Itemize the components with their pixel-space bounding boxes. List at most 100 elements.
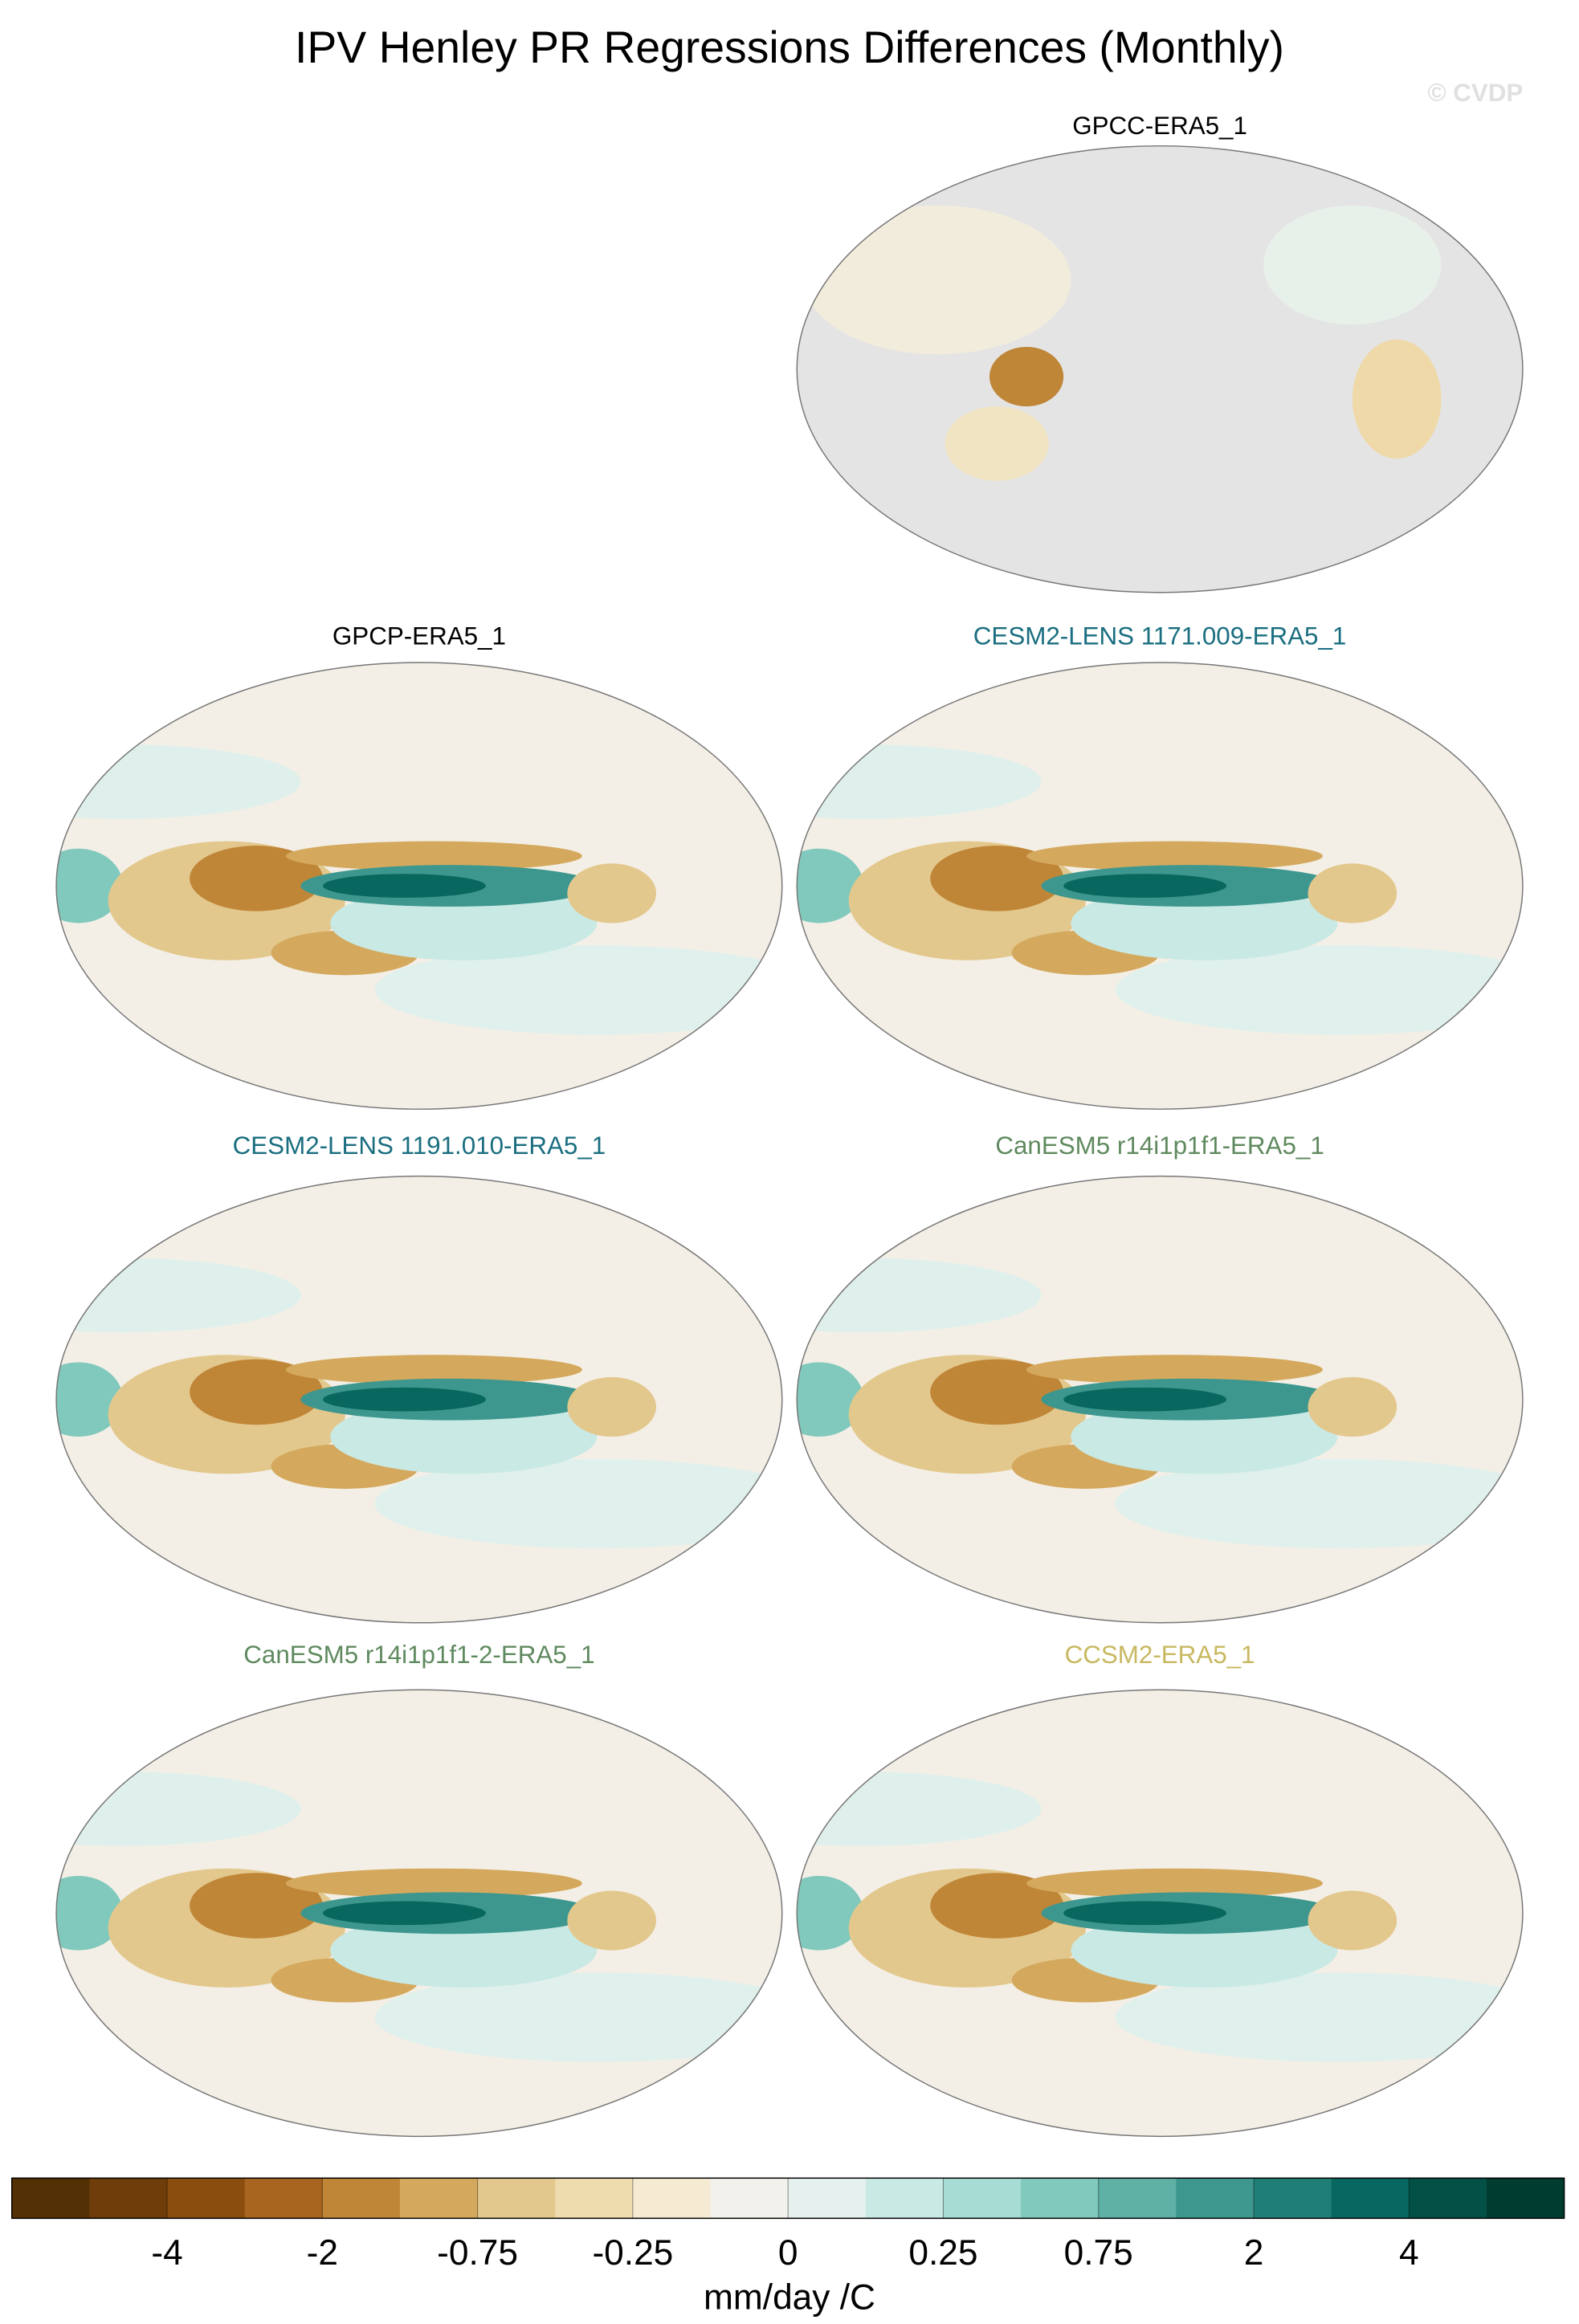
colorbar-tick-label: 0.25 (908, 2233, 977, 2273)
anomaly (374, 1972, 782, 2062)
colorbar-swatch (865, 2178, 944, 2219)
anomaly (56, 1772, 301, 1846)
panel-title: CanESM5 r14i1p1f1-2-ERA5_1 (243, 1641, 594, 1669)
map-panel (797, 663, 1523, 1110)
anomaly (323, 1901, 486, 1926)
colorbar-swatch (555, 2178, 634, 2219)
map-outline (796, 145, 1524, 593)
anomaly (190, 846, 324, 911)
colorbar-swatch (1409, 2178, 1487, 2219)
colorbar-swatch (89, 2178, 168, 2219)
anomaly (56, 1875, 124, 1951)
anomaly (1026, 1355, 1323, 1385)
colorbar-tick-label: -2 (307, 2233, 338, 2273)
anomaly (374, 945, 782, 1035)
panel-title: GPCC-ERA5_1 (1072, 112, 1247, 140)
anomaly (567, 1890, 657, 1951)
anomaly (190, 1873, 324, 1939)
anomaly (797, 1258, 1042, 1333)
map-outline (55, 1689, 783, 2138)
colorbar-swatch (322, 2178, 401, 2219)
map-outline (55, 662, 783, 1110)
anomaly (56, 848, 124, 923)
colorbar-tick-label: 2 (1244, 2233, 1264, 2273)
land (945, 406, 1049, 481)
anomaly (56, 744, 301, 819)
anomaly (1026, 1868, 1323, 1898)
anomaly (285, 1868, 582, 1898)
anomaly (1026, 841, 1323, 871)
map-panel (797, 1176, 1523, 1623)
anomaly (323, 874, 486, 898)
colorbar-swatch (1021, 2178, 1100, 2219)
anomaly (930, 846, 1064, 911)
map-panel (56, 663, 782, 1110)
anomaly (797, 848, 864, 923)
colorbar-swatch (1331, 2178, 1410, 2219)
land (1352, 339, 1442, 459)
colorbar-swatch (167, 2178, 246, 2219)
land (804, 205, 1071, 355)
anomaly (56, 1258, 301, 1333)
anomaly (285, 841, 582, 871)
colorbar-swatch (477, 2178, 556, 2219)
map-outline (55, 1175, 783, 1624)
panel-title: CCSM2-ERA5_1 (1065, 1641, 1255, 1669)
anomaly (797, 1362, 864, 1437)
anomaly (374, 1458, 782, 1549)
anomaly (1063, 874, 1227, 898)
map-panel (56, 1690, 782, 2137)
colorbar-tick-label: -0.25 (592, 2233, 673, 2273)
anomaly (567, 863, 657, 923)
anomaly (190, 1359, 324, 1425)
map-outline (796, 1689, 1524, 2138)
colorbar-tick-label: -0.75 (437, 2233, 518, 2273)
colorbar-swatch (710, 2178, 789, 2219)
anomaly (1308, 1890, 1397, 1951)
anomaly (1308, 863, 1397, 923)
anomaly (567, 1376, 657, 1437)
anomaly (1115, 1972, 1523, 2062)
map-panel (797, 1690, 1523, 2137)
copyright: © CVDP (1427, 79, 1523, 107)
colorbar-swatch (399, 2178, 479, 2219)
panel-title: CESM2-LENS 1191.010-ERA5_1 (233, 1131, 606, 1160)
colorbar-tick-label: 4 (1399, 2233, 1419, 2273)
colorbar-frame (11, 2177, 1565, 2220)
map-panel (56, 1176, 782, 1623)
anomaly (56, 1362, 124, 1437)
anomaly (1115, 945, 1523, 1035)
colorbar-swatch (1176, 2178, 1255, 2219)
colorbar-tick-label: 0.75 (1064, 2233, 1133, 2273)
colorbar-tick-label: 0 (778, 2233, 798, 2273)
anomaly (797, 744, 1042, 819)
colorbar-swatch (1253, 2178, 1332, 2219)
panel-title: CESM2-LENS 1171.009-ERA5_1 (973, 622, 1347, 650)
anomaly (797, 1875, 864, 1951)
colorbar-swatch (11, 2178, 90, 2219)
anomaly (1063, 1901, 1227, 1926)
panel-title: CanESM5 r14i1p1f1-ERA5_1 (995, 1131, 1324, 1160)
anomaly (285, 1355, 582, 1385)
map-outline (796, 1175, 1524, 1624)
anomaly (1063, 1387, 1227, 1412)
colorbar-swatch (632, 2178, 712, 2219)
panel-title: GPCP-ERA5_1 (333, 622, 506, 650)
colorbar-swatch (244, 2178, 323, 2219)
colorbar-swatch (1486, 2178, 1565, 2219)
colorbar-tick-label: -4 (151, 2233, 182, 2273)
anomaly (323, 1387, 486, 1412)
anomaly (930, 1359, 1064, 1425)
colorbar-swatch (788, 2178, 867, 2219)
map-panel (797, 145, 1523, 593)
map-outline (796, 662, 1524, 1110)
land (1263, 205, 1442, 325)
colorbar-label: mm/day /C (704, 2277, 875, 2317)
figure-title: IPV Henley PR Regressions Differences (M… (295, 22, 1284, 72)
land (989, 346, 1064, 407)
colorbar-swatch (1098, 2178, 1177, 2219)
colorbar-swatch (943, 2178, 1022, 2219)
anomaly (797, 1772, 1042, 1846)
anomaly (1308, 1376, 1397, 1437)
